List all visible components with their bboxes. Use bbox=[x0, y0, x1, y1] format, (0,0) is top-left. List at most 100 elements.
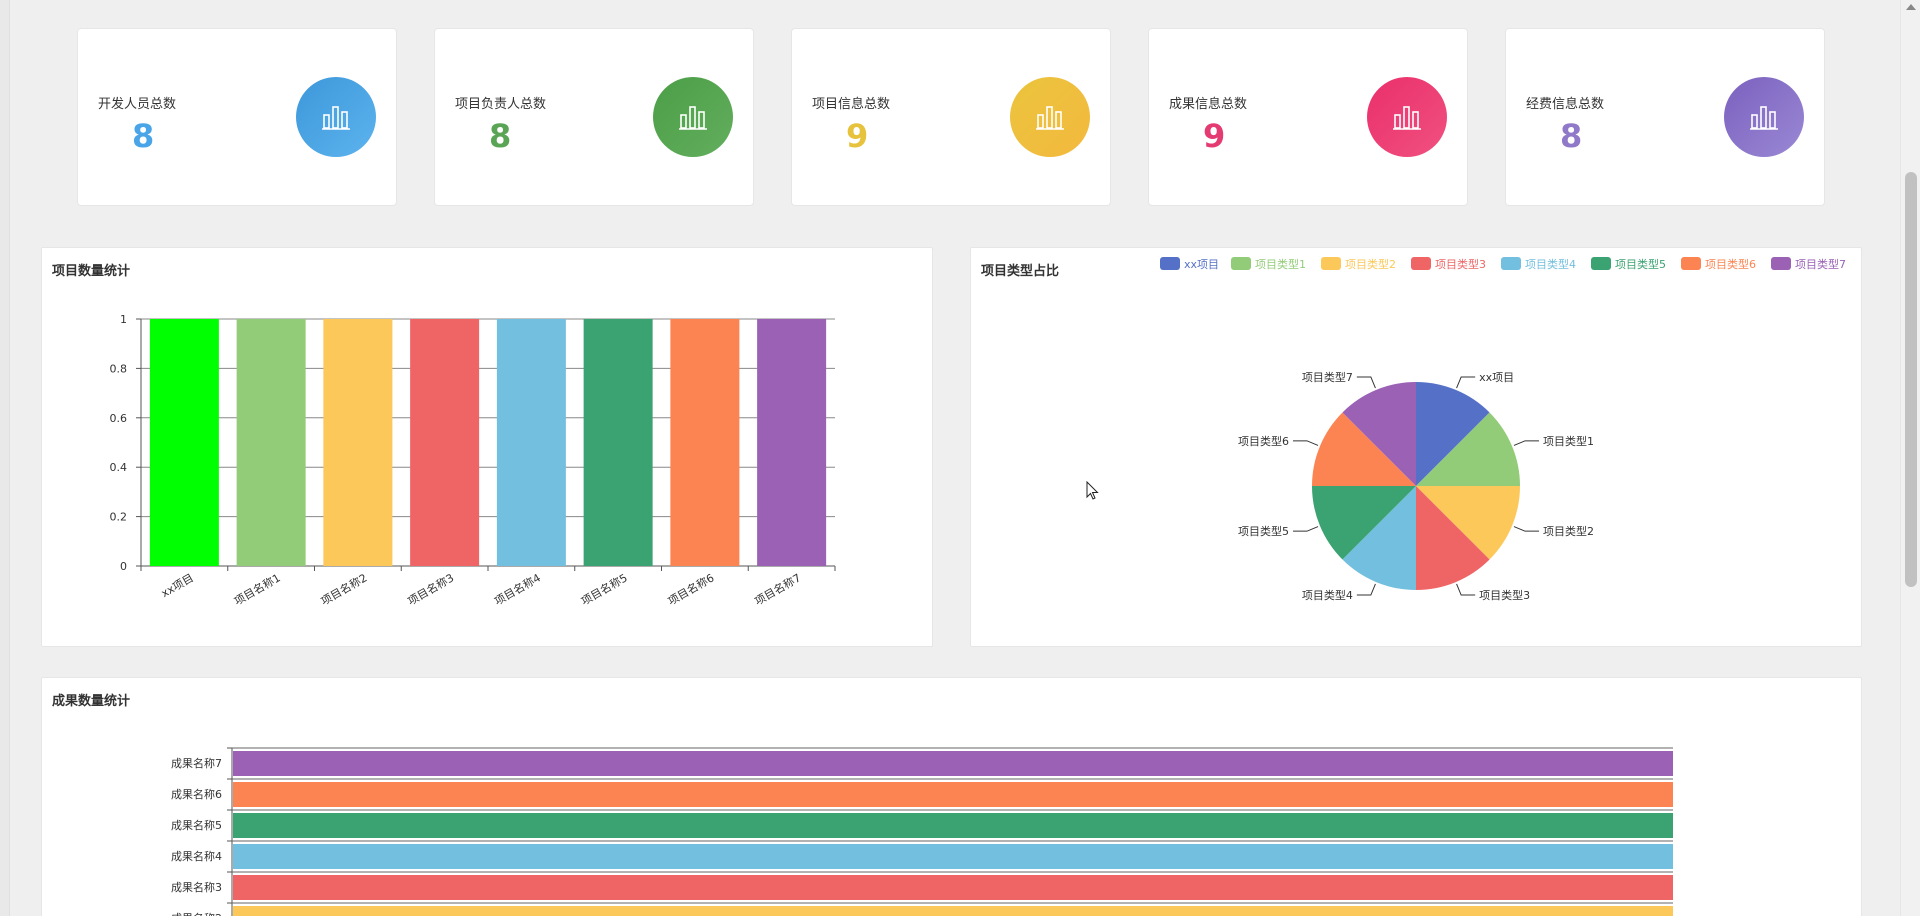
stat-card: 开发人员总数 8 bbox=[77, 28, 397, 206]
pie-label: 项目类型7 bbox=[1302, 370, 1353, 384]
y-tick-label: 成果名称5 bbox=[171, 818, 222, 832]
stat-card: 项目负责人总数 8 bbox=[434, 28, 754, 206]
mouse-cursor-icon bbox=[1086, 481, 1099, 500]
y-tick-label: 0.2 bbox=[110, 511, 128, 524]
vertical-scrollbar[interactable] bbox=[1900, 0, 1920, 916]
bar[interactable] bbox=[757, 319, 827, 566]
stat-card: 经费信息总数 8 bbox=[1505, 28, 1825, 206]
y-tick-label: 0.6 bbox=[110, 412, 128, 425]
x-tick-label: xx项目 bbox=[159, 571, 196, 600]
x-tick-label: 项目名称7 bbox=[752, 570, 803, 608]
project-count-title: 项目数量统计 bbox=[52, 264, 131, 279]
stat-icon-circle bbox=[1724, 77, 1804, 157]
project-type-chart: xx项目 项目类型1 项目类型2 项目类型3 项目类型4 项目类型5 项目类型6 项目类型7x… bbox=[1160, 257, 1846, 602]
y-tick-label: 成果名称7 bbox=[171, 756, 222, 770]
bar[interactable] bbox=[233, 844, 1673, 869]
bar[interactable] bbox=[236, 319, 306, 566]
pie-slice[interactable] bbox=[1312, 486, 1416, 560]
bar[interactable] bbox=[233, 906, 1673, 916]
stat-value: 9 bbox=[846, 117, 869, 155]
legend-label[interactable]: xx项目 bbox=[1184, 258, 1219, 271]
pie-label-line bbox=[1456, 376, 1476, 389]
pie-label-line bbox=[1292, 440, 1319, 446]
legend-label[interactable]: 项目类型2 bbox=[1345, 257, 1396, 271]
stat-value: 8 bbox=[132, 117, 155, 155]
bar[interactable] bbox=[149, 319, 219, 566]
y-tick-label: 成果名称4 bbox=[171, 849, 222, 863]
legend-swatch[interactable] bbox=[1160, 257, 1180, 270]
bar-chart-icon bbox=[1393, 106, 1421, 130]
y-tick-label: 1 bbox=[120, 313, 127, 326]
legend-label[interactable]: 项目类型6 bbox=[1705, 257, 1756, 271]
x-tick-label: 项目名称3 bbox=[405, 570, 456, 608]
legend-label[interactable]: 项目类型1 bbox=[1255, 257, 1306, 271]
bar[interactable] bbox=[233, 875, 1673, 900]
left-strip bbox=[0, 0, 10, 916]
legend-swatch[interactable] bbox=[1591, 257, 1611, 270]
stat-card: 项目信息总数 9 bbox=[791, 28, 1111, 206]
legend-swatch[interactable] bbox=[1411, 257, 1431, 270]
stat-card: 成果信息总数 9 bbox=[1148, 28, 1468, 206]
legend-swatch[interactable] bbox=[1501, 257, 1521, 270]
bar[interactable] bbox=[670, 319, 740, 566]
pie-label: 项目类型6 bbox=[1238, 434, 1289, 448]
pie-slice[interactable] bbox=[1312, 412, 1416, 486]
pie-label-line bbox=[1356, 583, 1376, 596]
legend-label[interactable]: 项目类型4 bbox=[1525, 257, 1576, 271]
project-type-title: 项目类型占比 bbox=[981, 264, 1060, 279]
y-tick-label: 成果名称2 bbox=[171, 911, 222, 916]
bar[interactable] bbox=[233, 782, 1673, 807]
y-tick-label: 成果名称3 bbox=[171, 880, 222, 894]
bar[interactable] bbox=[410, 319, 480, 566]
bar[interactable] bbox=[233, 751, 1673, 776]
y-tick-label: 成果名称6 bbox=[171, 787, 222, 801]
scroll-up-arrow-icon[interactable] bbox=[1906, 4, 1916, 10]
achievement-count-title: 成果数量统计 bbox=[52, 694, 131, 709]
pie-label: 项目类型2 bbox=[1543, 524, 1594, 538]
pie-label-line bbox=[1356, 376, 1376, 389]
bar[interactable] bbox=[583, 319, 653, 566]
pie-label: 项目类型3 bbox=[1479, 588, 1530, 602]
pie-label-line bbox=[1513, 526, 1540, 532]
pie-slice[interactable] bbox=[1342, 382, 1416, 486]
stat-label: 开发人员总数 bbox=[98, 97, 177, 112]
stat-value: 8 bbox=[1560, 117, 1583, 155]
bar[interactable] bbox=[496, 319, 566, 566]
stat-value: 8 bbox=[489, 117, 512, 155]
pie-label: xx项目 bbox=[1479, 371, 1514, 384]
x-tick-label: 项目名称1 bbox=[231, 570, 282, 608]
legend-label[interactable]: 项目类型5 bbox=[1615, 257, 1666, 271]
pie-label-line bbox=[1292, 526, 1319, 532]
y-tick-label: 0.8 bbox=[110, 362, 128, 375]
pie-label-line bbox=[1456, 583, 1476, 596]
pie-slice[interactable] bbox=[1416, 412, 1520, 486]
stat-label: 项目信息总数 bbox=[812, 97, 891, 112]
legend-label[interactable]: 项目类型7 bbox=[1795, 257, 1846, 271]
pie-slice[interactable] bbox=[1416, 486, 1520, 560]
legend-swatch[interactable] bbox=[1321, 257, 1341, 270]
scroll-thumb[interactable] bbox=[1905, 172, 1917, 587]
legend-label[interactable]: 项目类型3 bbox=[1435, 257, 1486, 271]
achievement-count-chart: 成果名称7 成果名称6 成果名称5 成果名称4 成果名称3 成果名称2 bbox=[171, 747, 1673, 916]
x-tick-label: 项目名称5 bbox=[578, 570, 629, 608]
project-type-panel: 项目类型占比 xx项目 项目类型1 项目类型2 项目类型3 项目类型4 项目类型5 项目类型… bbox=[970, 247, 1862, 647]
stat-value: 9 bbox=[1203, 117, 1226, 155]
bar-chart-icon bbox=[679, 106, 707, 130]
pie-slice[interactable] bbox=[1342, 486, 1416, 590]
project-count-chart: 0 0.2 0.4 0.6 0.8 1 xx项目 项目名称1 项目名称2 项目名称3 项目名称4 项目… bbox=[110, 313, 836, 608]
pie-slice[interactable] bbox=[1416, 382, 1490, 486]
stat-label: 成果信息总数 bbox=[1169, 97, 1248, 112]
pie-label: 项目类型1 bbox=[1543, 434, 1594, 448]
stat-label: 项目负责人总数 bbox=[455, 97, 547, 112]
project-count-panel: 项目数量统计 0 0.2 0.4 0.6 0.8 1 xx项目 项目名称1 项目名称2 项目名称3… bbox=[41, 247, 933, 647]
y-tick-label: 0.4 bbox=[110, 461, 128, 474]
pie-slice[interactable] bbox=[1416, 486, 1490, 590]
bar[interactable] bbox=[233, 813, 1673, 838]
stat-icon-circle bbox=[1010, 77, 1090, 157]
legend-swatch[interactable] bbox=[1771, 257, 1791, 270]
legend-swatch[interactable] bbox=[1231, 257, 1251, 270]
legend-swatch[interactable] bbox=[1681, 257, 1701, 270]
bar[interactable] bbox=[323, 319, 393, 566]
pie-label: 项目类型5 bbox=[1238, 524, 1289, 538]
y-tick-label: 0 bbox=[120, 560, 127, 573]
